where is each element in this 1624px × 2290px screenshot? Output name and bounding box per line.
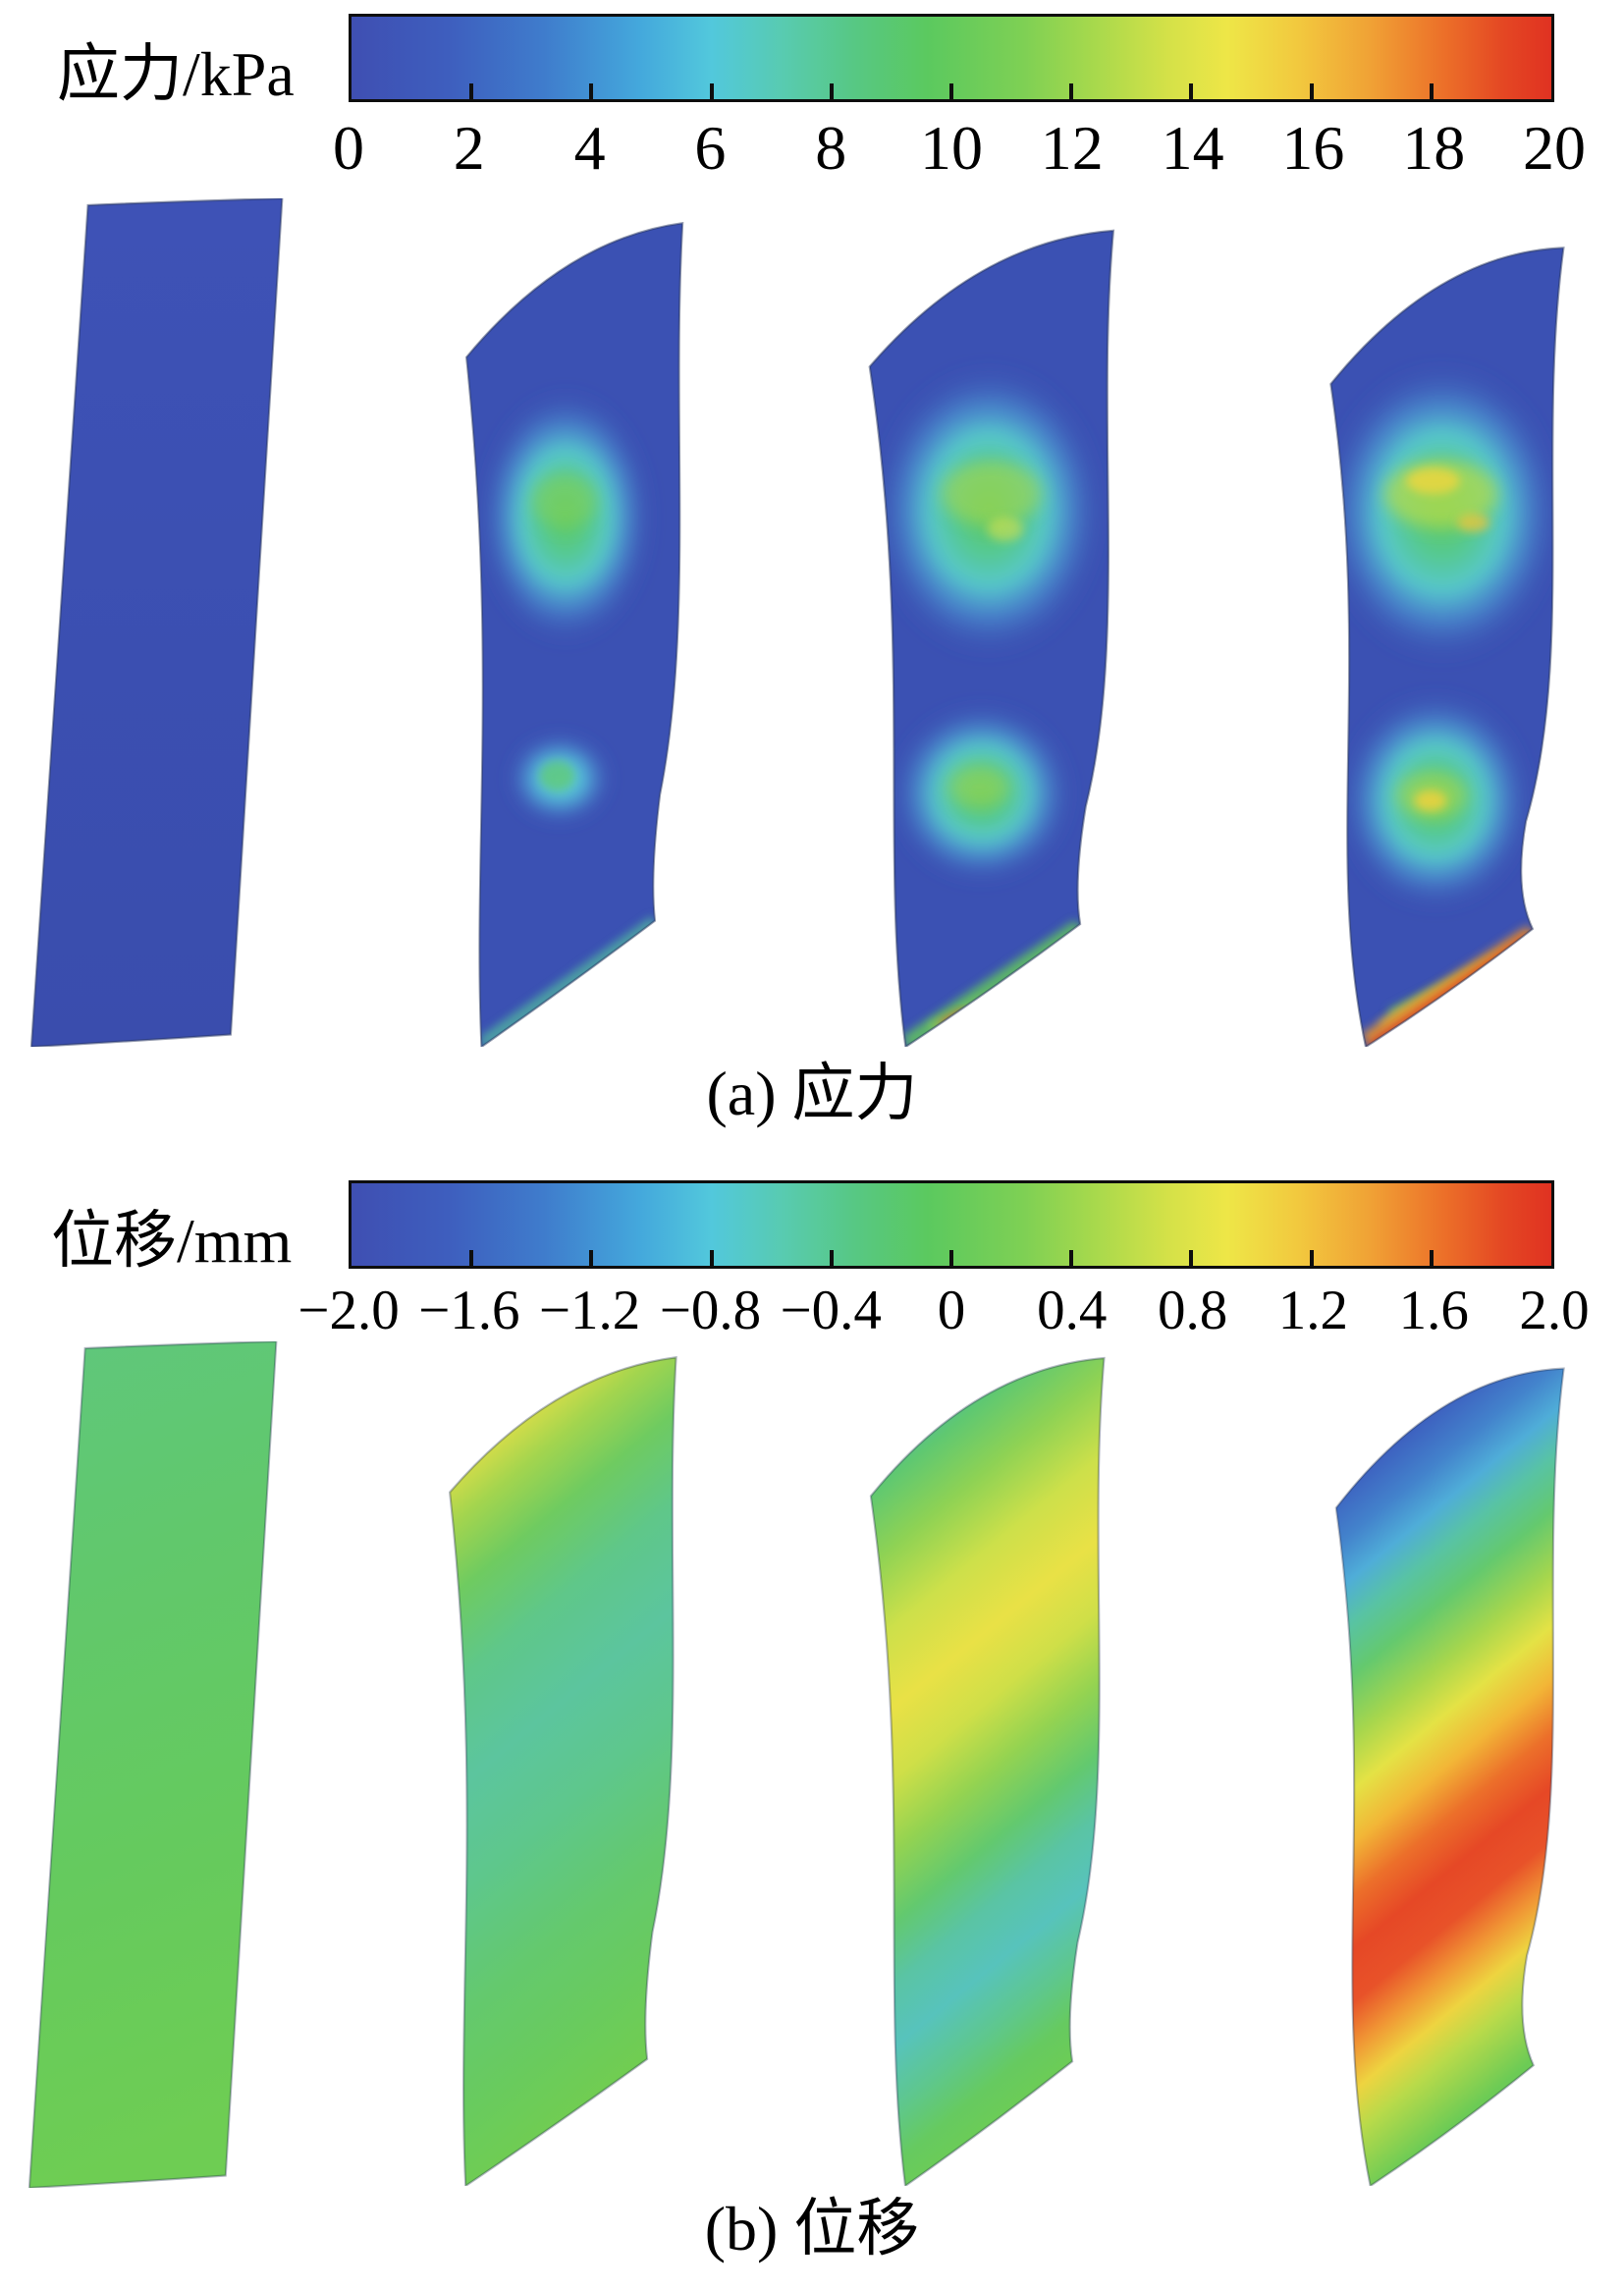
displacement-colorbar bbox=[349, 1180, 1554, 1269]
stress-contour-membrane-1 bbox=[29, 198, 284, 1047]
displacement-colorbar-label: 位移/mm bbox=[51, 1206, 293, 1276]
stress-colorbar-ticklabels: 0 2 4 6 8 10 12 14 16 18 20 bbox=[333, 112, 1586, 185]
stress-colorbar-label: 应力/kPa bbox=[57, 39, 295, 109]
tick-label: 4 bbox=[573, 113, 606, 183]
tick-label: −0.4 bbox=[780, 1280, 882, 1341]
colorbar-tick bbox=[1069, 83, 1074, 99]
tick-label: 20 bbox=[1523, 113, 1586, 183]
displacement-colorbar-ticklabels: −2.0 −1.6 −1.2 −0.8 −0.4 0 0.4 0.8 1.2 1… bbox=[298, 1279, 1589, 1351]
tick-label: 0.4 bbox=[1037, 1280, 1108, 1341]
tick-label: 8 bbox=[815, 113, 847, 183]
tick-label: 1.2 bbox=[1277, 1280, 1349, 1341]
tick-label: 6 bbox=[694, 113, 727, 183]
stress-colorbar bbox=[349, 14, 1554, 102]
colorbar-tick bbox=[1309, 1250, 1314, 1266]
displacement-contour-membrane-4 bbox=[1334, 1367, 1565, 2186]
tick-label: −2.0 bbox=[298, 1280, 400, 1341]
colorbar-tick bbox=[709, 1250, 714, 1266]
colorbar-tick bbox=[469, 1250, 474, 1266]
colorbar-tick bbox=[1189, 83, 1194, 99]
tick-label: 10 bbox=[920, 113, 983, 183]
stress-contour-membrane-2 bbox=[464, 222, 684, 1047]
colorbar-tick bbox=[1429, 83, 1434, 99]
tick-label: 1.6 bbox=[1398, 1280, 1469, 1341]
caption-panel-a: (a) 应力 bbox=[706, 1059, 918, 1128]
tick-label: −1.2 bbox=[538, 1280, 641, 1341]
tick-label: 16 bbox=[1281, 113, 1345, 183]
colorbar-tick bbox=[1309, 83, 1314, 99]
tick-label: 18 bbox=[1402, 113, 1466, 183]
tick-label: −1.6 bbox=[418, 1280, 520, 1341]
tick-label: 14 bbox=[1161, 113, 1224, 183]
tick-label: 12 bbox=[1040, 113, 1104, 183]
tick-label: 0.8 bbox=[1157, 1280, 1228, 1341]
displacement-contour-membrane-1 bbox=[27, 1341, 278, 2188]
colorbar-tick bbox=[1429, 1250, 1434, 1266]
colorbar-tick bbox=[1189, 1250, 1194, 1266]
tick-label: −0.8 bbox=[659, 1280, 762, 1341]
caption-panel-b: (b) 位移 bbox=[704, 2194, 920, 2263]
tick-label: 0 bbox=[333, 113, 364, 183]
colorbar-tick bbox=[829, 1250, 834, 1266]
colorbar-tick bbox=[469, 83, 474, 99]
colorbar-tick bbox=[829, 83, 834, 99]
colorbar-tick bbox=[589, 1250, 594, 1266]
stress-contour-membrane-3 bbox=[868, 229, 1115, 1047]
colorbar-tick bbox=[589, 83, 594, 99]
colorbar-tick bbox=[949, 1250, 953, 1266]
colorbar-tick bbox=[1069, 1250, 1074, 1266]
tick-label: 0 bbox=[937, 1280, 966, 1341]
displacement-contour-membrane-2 bbox=[449, 1356, 677, 2186]
colorbar-tick bbox=[709, 83, 714, 99]
colorbar-tick bbox=[949, 83, 953, 99]
tick-label: 2 bbox=[453, 113, 485, 183]
displacement-contour-membrane-3 bbox=[869, 1356, 1106, 2186]
tick-label: 2.0 bbox=[1519, 1280, 1590, 1341]
stress-contour-membrane-4 bbox=[1329, 246, 1565, 1047]
